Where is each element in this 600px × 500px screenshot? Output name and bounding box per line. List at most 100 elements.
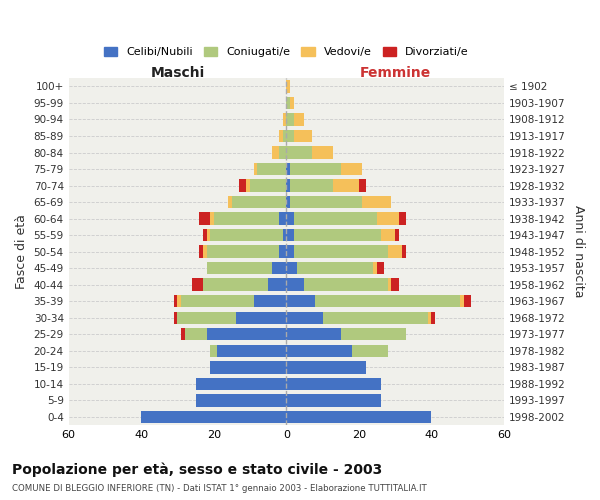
Text: COMUNE DI BLEGGIO INFERIORE (TN) - Dati ISTAT 1° gennaio 2003 - Elaborazione TUT: COMUNE DI BLEGGIO INFERIORE (TN) - Dati …: [12, 484, 427, 493]
Bar: [228, 196, 232, 208]
Bar: [174, 295, 178, 308]
Bar: [323, 312, 428, 324]
Bar: [293, 130, 311, 142]
Bar: [286, 146, 311, 158]
Bar: [283, 229, 286, 241]
Bar: [286, 295, 316, 308]
Bar: [283, 114, 286, 126]
Bar: [247, 180, 250, 192]
Bar: [279, 130, 283, 142]
Bar: [272, 146, 279, 158]
Bar: [141, 410, 286, 423]
Bar: [290, 180, 334, 192]
Bar: [359, 180, 366, 192]
Bar: [362, 196, 391, 208]
Bar: [286, 246, 293, 258]
Text: Popolazione per età, sesso e stato civile - 2003: Popolazione per età, sesso e stato civil…: [12, 462, 382, 477]
Y-axis label: Anni di nascita: Anni di nascita: [572, 206, 585, 298]
Bar: [286, 361, 366, 374]
Bar: [286, 378, 380, 390]
Bar: [214, 212, 279, 225]
Bar: [185, 328, 206, 340]
Bar: [380, 229, 395, 241]
Bar: [196, 394, 286, 406]
Bar: [206, 229, 210, 241]
Bar: [210, 212, 214, 225]
Bar: [334, 180, 359, 192]
Bar: [403, 246, 406, 258]
Text: Femmine: Femmine: [359, 66, 431, 80]
Bar: [428, 312, 431, 324]
Bar: [283, 130, 286, 142]
Bar: [178, 295, 181, 308]
Bar: [232, 196, 286, 208]
Bar: [279, 246, 286, 258]
Bar: [268, 278, 286, 291]
Bar: [272, 262, 286, 274]
Bar: [254, 295, 286, 308]
Bar: [460, 295, 464, 308]
Bar: [391, 278, 399, 291]
Bar: [236, 312, 286, 324]
Bar: [286, 212, 293, 225]
Bar: [293, 246, 388, 258]
Bar: [431, 312, 435, 324]
Bar: [286, 328, 341, 340]
Bar: [290, 96, 293, 109]
Bar: [210, 344, 217, 357]
Bar: [286, 163, 290, 175]
Legend: Celibi/Nubili, Coniugati/e, Vedovi/e, Divorziati/e: Celibi/Nubili, Coniugati/e, Vedovi/e, Di…: [100, 42, 473, 62]
Bar: [178, 312, 236, 324]
Bar: [286, 410, 431, 423]
Bar: [286, 312, 323, 324]
Bar: [377, 262, 384, 274]
Bar: [316, 295, 460, 308]
Bar: [286, 130, 293, 142]
Bar: [254, 163, 257, 175]
Bar: [181, 328, 185, 340]
Bar: [210, 361, 286, 374]
Bar: [388, 278, 391, 291]
Bar: [206, 328, 286, 340]
Bar: [206, 262, 272, 274]
Bar: [293, 114, 304, 126]
Bar: [279, 212, 286, 225]
Bar: [286, 262, 297, 274]
Bar: [341, 163, 362, 175]
Bar: [203, 278, 268, 291]
Bar: [293, 212, 377, 225]
Bar: [464, 295, 471, 308]
Bar: [290, 163, 341, 175]
Bar: [373, 262, 377, 274]
Bar: [352, 344, 388, 357]
Bar: [286, 394, 380, 406]
Bar: [293, 229, 380, 241]
Bar: [286, 344, 352, 357]
Bar: [304, 278, 388, 291]
Bar: [210, 229, 283, 241]
Bar: [388, 246, 403, 258]
Bar: [286, 96, 290, 109]
Bar: [192, 278, 203, 291]
Bar: [286, 180, 290, 192]
Bar: [250, 180, 286, 192]
Y-axis label: Fasce di età: Fasce di età: [15, 214, 28, 289]
Bar: [206, 246, 279, 258]
Bar: [196, 378, 286, 390]
Bar: [286, 114, 293, 126]
Bar: [341, 328, 406, 340]
Bar: [181, 295, 254, 308]
Bar: [286, 229, 293, 241]
Bar: [286, 278, 304, 291]
Bar: [257, 163, 286, 175]
Bar: [203, 229, 206, 241]
Bar: [199, 212, 210, 225]
Bar: [395, 229, 399, 241]
Bar: [377, 212, 399, 225]
Text: Maschi: Maschi: [151, 66, 205, 80]
Bar: [297, 262, 373, 274]
Bar: [279, 146, 286, 158]
Bar: [286, 196, 290, 208]
Bar: [174, 312, 178, 324]
Bar: [199, 246, 203, 258]
